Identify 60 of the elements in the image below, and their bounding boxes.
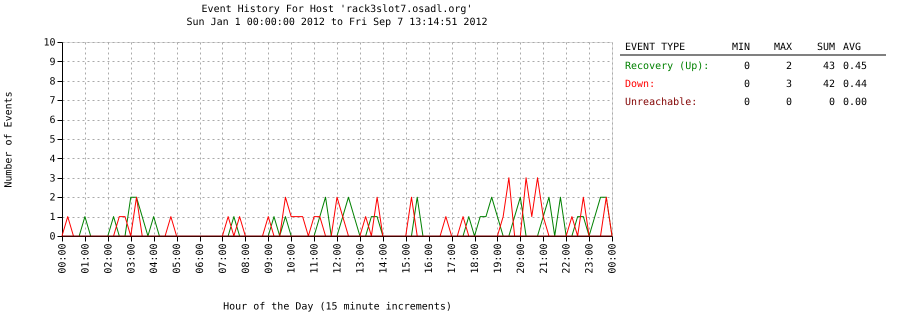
x-tick-label: 15:00 <box>401 244 412 274</box>
text: 0 <box>744 97 750 108</box>
y-tick-label: 1 <box>49 212 56 224</box>
y-tick-label: 7 <box>49 96 56 107</box>
text: AVG <box>843 42 862 53</box>
text: 0 <box>744 61 750 72</box>
x-tick-label: 00:00 <box>58 244 68 274</box>
text: MAX <box>774 42 792 53</box>
x-tick-label: 07:00 <box>218 244 229 274</box>
x-tick-label: 20:00 <box>516 244 527 274</box>
x-tick-label: 01:00 <box>80 244 92 274</box>
text: 43 <box>822 61 835 72</box>
x-tick-label: 18:00 <box>470 244 481 274</box>
x-tick-label: 05:00 <box>172 244 184 274</box>
x-tick-label: 21:00 <box>538 244 550 274</box>
x-tick-label: 12:00 <box>332 244 344 274</box>
text: 0 <box>828 97 835 108</box>
y-axis-title: Number of Events <box>3 91 14 188</box>
x-tick-label: 10:00 <box>286 244 298 274</box>
chart-subtitle: Sun Jan 1 00:00:00 2012 to Fri Sep 7 13:14:51 2012 <box>186 17 488 28</box>
x-tick-label: 00:00 <box>608 244 618 274</box>
y-tick-label: 6 <box>49 115 56 126</box>
text: SUM <box>816 42 835 53</box>
text: 0 <box>786 97 792 108</box>
x-tick-label: 23:00 <box>584 244 596 274</box>
legend-title: EVENT TYPE <box>625 42 686 53</box>
y-tick-label: 9 <box>49 56 56 68</box>
y-tick-label: 0 <box>49 232 56 242</box>
x-tick-label: 08:00 <box>240 244 252 274</box>
text: Unreachable: <box>625 97 698 108</box>
text: 2 <box>786 61 792 72</box>
text: MIN <box>732 42 750 53</box>
x-tick-label: 04:00 <box>149 244 160 274</box>
x-tick-label: 17:00 <box>447 244 458 274</box>
x-tick-label: 14:00 <box>378 244 390 274</box>
x-tick-label: 06:00 <box>195 244 206 274</box>
y-tick-label: 8 <box>49 76 56 88</box>
y-tick-label: 10 <box>43 38 56 48</box>
text: 0.00 <box>843 97 868 108</box>
x-axis-title: Hour of the Day (15 minute increments) <box>223 302 452 313</box>
text: 0.44 <box>843 79 868 90</box>
text: 3 <box>786 79 792 90</box>
x-tick-label: 02:00 <box>103 244 114 274</box>
x-tick-label: 09:00 <box>264 244 275 274</box>
y-tick-label: 3 <box>49 173 56 184</box>
y-tick-label: 5 <box>49 134 56 146</box>
x-tick-label: 13:00 <box>355 244 366 274</box>
text: Down: <box>625 79 656 90</box>
x-tick-label: 16:00 <box>424 244 436 274</box>
x-tick-label: 22:00 <box>562 244 573 274</box>
y-tick-label: 4 <box>49 154 56 165</box>
text: 0.45 <box>843 61 868 72</box>
x-tick-label: 03:00 <box>126 244 138 274</box>
x-tick-label: 11:00 <box>310 244 321 274</box>
chart-title: Event History For Host 'rack3slot7.osadl.org' <box>202 4 472 15</box>
text: Recovery (Up): <box>625 61 710 72</box>
text: 0 <box>744 79 750 90</box>
x-tick-label: 19:00 <box>492 244 504 274</box>
text: 42 <box>822 79 835 90</box>
y-tick-label: 2 <box>49 192 56 204</box>
